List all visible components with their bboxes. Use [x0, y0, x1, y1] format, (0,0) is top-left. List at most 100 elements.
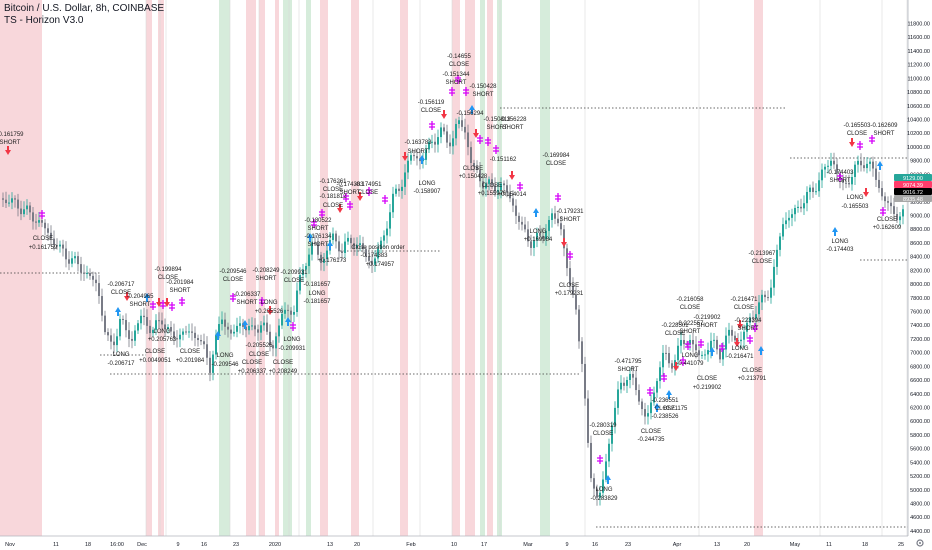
price-tick-label: 5000.00	[910, 488, 930, 494]
candle-body	[266, 322, 268, 332]
candle-body	[290, 310, 292, 315]
candle-body	[194, 332, 196, 339]
candle-body	[503, 183, 505, 186]
time-axis[interactable]: Nov 11 18 16:00 Dec 9 16 23 2020 13 20 Feb 10 17 Mar 9 1…	[0, 535, 932, 550]
trade-label: CLOSE	[145, 349, 165, 355]
background-band	[487, 0, 493, 536]
trade-label: -0.181812	[319, 194, 347, 200]
candle-body	[71, 258, 73, 264]
trade-label: -0.280319	[589, 423, 617, 429]
candle-body	[251, 325, 253, 327]
candle-body	[353, 243, 355, 248]
price-axis[interactable]: 11800.00 11600.00 11400.00 11200.00 11000.00…	[894, 0, 932, 550]
background-band	[754, 0, 763, 536]
trade-label: CLOSE	[273, 360, 293, 366]
candle-body	[407, 160, 409, 173]
trade-label: SHORT	[340, 190, 361, 196]
candle-body	[224, 319, 226, 327]
long-arrow-icon	[877, 161, 883, 170]
candle-body	[89, 272, 91, 276]
time-tick-label: 16:00	[110, 542, 124, 548]
price-tick-label: 6400.00	[910, 392, 930, 398]
close-marker-icon	[747, 335, 753, 344]
candle-body	[293, 311, 295, 315]
candle-body	[59, 244, 61, 247]
trade-label: CLOSE	[655, 406, 675, 412]
candle-body	[629, 373, 631, 381]
candle-body	[887, 201, 889, 203]
price-tick-label: 9000.00	[910, 214, 930, 220]
trade-label: -0.208249	[252, 268, 280, 274]
trade-label: Close position order	[351, 245, 404, 251]
candle-body	[794, 207, 796, 215]
candle-body	[215, 334, 217, 355]
candle-body	[827, 165, 829, 167]
candle-body	[299, 275, 301, 291]
candle-body	[638, 390, 640, 402]
price-tick-label: 11200.00	[907, 63, 930, 69]
candle-body	[878, 179, 880, 189]
candle-body	[485, 183, 487, 189]
settings-gear-icon[interactable]	[916, 539, 924, 547]
price-tick-label: 4400.00	[910, 529, 930, 535]
candle-body	[338, 241, 340, 252]
trade-label: +0.201984	[176, 358, 205, 364]
candle-body	[677, 345, 679, 361]
candle-body	[212, 354, 214, 373]
candle-body	[155, 320, 157, 330]
trade-label: LONG	[308, 291, 325, 297]
candle-body	[44, 222, 46, 229]
price-tick-label: 10400.00	[907, 118, 930, 124]
candle-body	[260, 325, 262, 333]
candle-body	[620, 382, 622, 390]
candle-body	[8, 202, 10, 204]
candle-body	[128, 330, 130, 339]
trade-label: -0.206717	[107, 361, 135, 367]
trade-label: CLOSE	[734, 305, 754, 311]
trade-label: -0.174383	[360, 253, 388, 259]
candle-body	[512, 198, 514, 206]
time-tick-label: 11	[53, 542, 59, 548]
candle-body	[182, 331, 184, 335]
background-band	[246, 0, 256, 536]
candle-body	[725, 335, 727, 350]
time-tick-label: 9	[565, 542, 568, 548]
candle-body	[29, 205, 31, 213]
candle-body	[611, 425, 613, 444]
candle-body	[164, 324, 166, 330]
background-band	[480, 0, 485, 536]
close-marker-icon	[39, 210, 45, 219]
candle-body	[881, 188, 883, 197]
candle-body	[398, 188, 400, 191]
candle-body	[284, 309, 286, 314]
candle-body	[371, 260, 373, 265]
candle-body	[542, 235, 544, 239]
price-tick-label: 9200.00	[910, 200, 930, 206]
close-marker-icon	[366, 187, 372, 196]
candle-body	[362, 243, 364, 250]
candle-body	[536, 232, 538, 241]
candle-body	[818, 180, 820, 192]
trade-label: +0.155976	[478, 191, 507, 197]
candle-body	[191, 331, 193, 333]
candle-body	[188, 331, 190, 333]
price-tick-label: 8800.00	[910, 227, 930, 233]
candle-body	[68, 259, 70, 264]
candle-body	[197, 338, 199, 341]
background-band	[465, 0, 475, 536]
candle-body	[821, 169, 823, 181]
candle-body	[527, 229, 529, 242]
long-arrow-icon	[285, 317, 291, 326]
price-tick-label: 8000.00	[910, 282, 930, 288]
short-arrow-icon	[164, 298, 170, 307]
trade-label: -0.213967	[748, 251, 776, 257]
candle-body	[728, 329, 730, 336]
candle-body	[584, 363, 586, 399]
long-arrow-icon	[605, 475, 611, 484]
candle-body	[389, 212, 391, 229]
candle-body	[305, 266, 307, 270]
candle-body	[239, 323, 241, 326]
trade-label: -0.156119	[418, 100, 445, 106]
close-marker-icon	[347, 201, 353, 210]
